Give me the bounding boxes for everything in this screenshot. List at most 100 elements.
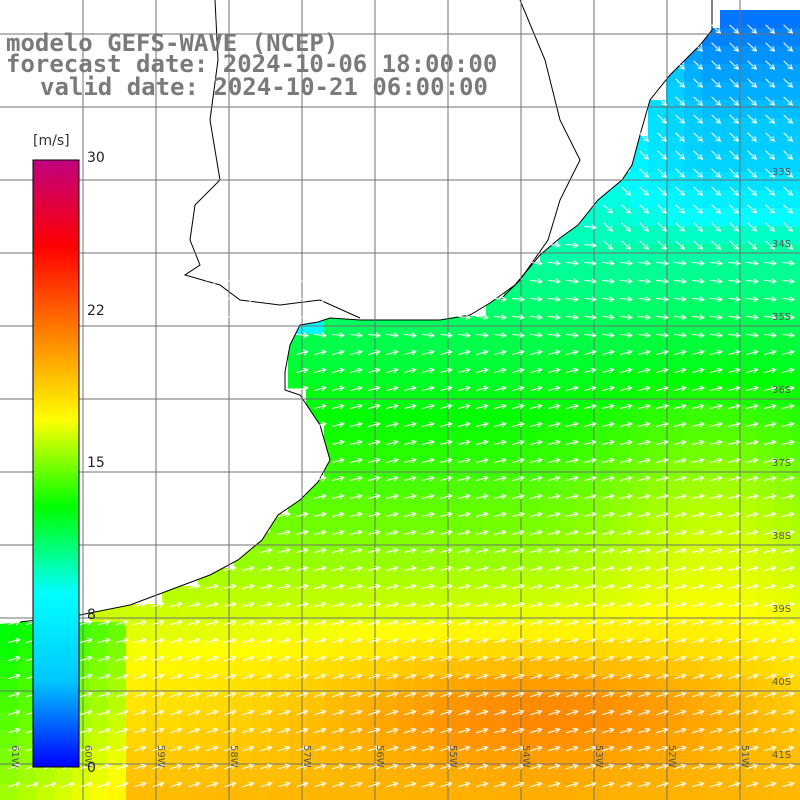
wind-cell xyxy=(342,658,361,677)
wind-arrow xyxy=(728,547,741,554)
wind-cell xyxy=(666,280,685,299)
wind-arrow xyxy=(278,565,291,572)
wind-arrow xyxy=(512,511,525,518)
wind-cell xyxy=(774,226,793,245)
wind-cell xyxy=(702,514,721,533)
wind-cell xyxy=(630,460,649,479)
wind-cell xyxy=(396,478,415,497)
wind-arrow xyxy=(440,763,453,770)
wind-cell xyxy=(378,640,397,659)
wind-cell xyxy=(666,532,685,551)
wind-cell xyxy=(252,640,271,659)
wind-cell xyxy=(738,784,757,800)
wind-arrow xyxy=(727,278,742,285)
wind-arrow xyxy=(692,349,705,356)
wind-cell xyxy=(144,748,163,767)
wind-arrow xyxy=(223,296,238,303)
wind-cell xyxy=(702,208,721,227)
wind-arrow xyxy=(746,655,759,662)
wind-arrow xyxy=(709,296,724,303)
wind-cell xyxy=(738,100,757,119)
wind-arrow xyxy=(602,673,615,680)
wind-arrow xyxy=(242,619,255,626)
wind-cell xyxy=(558,460,577,479)
wind-arrow xyxy=(674,403,687,410)
wind-cell xyxy=(666,694,685,713)
wind-arrow xyxy=(98,763,111,770)
wind-arrow xyxy=(764,403,777,410)
wind-cell xyxy=(522,316,541,335)
wind-arrow xyxy=(404,367,417,374)
wind-cell xyxy=(684,568,703,587)
wind-cell xyxy=(576,388,595,407)
wind-cell xyxy=(126,622,145,641)
wind-cell xyxy=(522,442,541,461)
wind-arrow xyxy=(602,493,615,500)
wind-cell xyxy=(18,766,37,785)
wind-cell xyxy=(774,694,793,713)
wind-cell xyxy=(684,316,703,335)
wind-cell xyxy=(702,604,721,623)
wind-cell xyxy=(612,316,631,335)
wind-cell xyxy=(396,694,415,713)
wind-cell xyxy=(90,748,109,767)
wind-cell xyxy=(594,496,613,515)
wind-cell xyxy=(630,478,649,497)
wind-arrow xyxy=(530,601,543,608)
wind-arrow xyxy=(691,314,706,321)
wind-arrow xyxy=(296,529,309,536)
wind-cell xyxy=(522,694,541,713)
wind-cell xyxy=(792,658,800,677)
wind-arrow xyxy=(529,278,544,285)
wind-cell xyxy=(648,712,667,731)
wind-arrow xyxy=(332,511,345,518)
wind-cell xyxy=(486,568,505,587)
wind-arrow xyxy=(458,673,471,680)
wind-cell xyxy=(504,622,523,641)
wind-arrow xyxy=(386,673,399,680)
wind-cell xyxy=(342,568,361,587)
wind-arrow xyxy=(134,727,147,734)
wind-cell xyxy=(666,568,685,587)
wind-cell xyxy=(792,280,800,299)
wind-arrow xyxy=(386,349,399,356)
wind-cell xyxy=(792,640,800,659)
wind-arrow xyxy=(656,763,669,770)
wind-cell xyxy=(666,766,685,785)
wind-cell xyxy=(360,766,379,785)
wind-arrow xyxy=(746,619,759,626)
wind-cell xyxy=(126,730,145,749)
wind-arrow xyxy=(764,673,777,680)
wind-arrow xyxy=(98,637,111,644)
wind-cell xyxy=(378,676,397,695)
wind-cell xyxy=(270,712,289,731)
wind-arrow xyxy=(260,547,273,554)
wind-cell xyxy=(360,694,379,713)
wind-arrow xyxy=(476,367,489,374)
wind-arrow xyxy=(693,78,704,88)
wind-arrow xyxy=(763,332,778,339)
wind-arrow xyxy=(693,132,704,142)
wind-arrow xyxy=(603,240,614,250)
wind-arrow xyxy=(674,763,687,770)
wind-arrow xyxy=(332,583,345,590)
wind-cell xyxy=(756,622,775,641)
wind-cell xyxy=(558,262,577,281)
wind-arrow xyxy=(476,475,489,482)
wind-cell xyxy=(396,748,415,767)
wind-arrow xyxy=(747,204,758,214)
wind-arrow xyxy=(116,745,129,752)
wind-arrow xyxy=(458,781,471,788)
wind-cell xyxy=(522,460,541,479)
wind-cell xyxy=(648,730,667,749)
wind-arrow xyxy=(530,439,543,446)
wind-cell xyxy=(594,514,613,533)
wind-cell xyxy=(432,316,451,335)
wind-cell xyxy=(216,694,235,713)
wind-cell xyxy=(396,334,415,353)
wind-arrow xyxy=(727,260,742,267)
wind-arrow xyxy=(675,60,686,70)
wind-arrow xyxy=(656,385,669,392)
wind-arrow xyxy=(584,709,597,716)
wind-cell xyxy=(558,568,577,587)
